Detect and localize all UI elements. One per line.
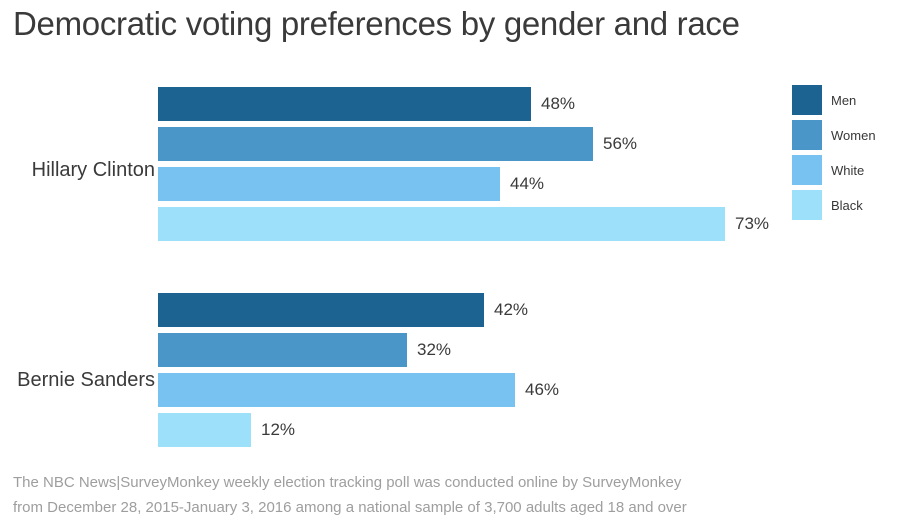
bar-row-bernie-sanders-black: 12% bbox=[158, 413, 769, 447]
bar-hillary-clinton-men bbox=[158, 87, 531, 121]
bar-row-hillary-clinton-black: 73% bbox=[158, 207, 769, 241]
chart-title: Democratic voting preferences by gender … bbox=[13, 5, 740, 42]
legend-swatch-black bbox=[792, 190, 822, 220]
bar-bernie-sanders-men bbox=[158, 293, 484, 327]
bar-value-bernie-sanders-men: 42% bbox=[494, 300, 529, 319]
bar-value-hillary-clinton-black: 73% bbox=[735, 214, 770, 233]
legend-label-women: Women bbox=[831, 127, 876, 143]
bar-value-bernie-sanders-black: 12% bbox=[261, 420, 296, 439]
bar-hillary-clinton-women bbox=[158, 127, 593, 161]
bar-value-hillary-clinton-white: 44% bbox=[510, 174, 545, 193]
legend-label-black: Black bbox=[831, 197, 863, 213]
source-footnote-line-2: from December 28, 2015-January 3, 2016 a… bbox=[13, 499, 687, 516]
source-footnote-line-1: The NBC News|SurveyMonkey weekly electio… bbox=[13, 474, 682, 491]
legend-item-black: Black bbox=[792, 190, 876, 220]
bar-hillary-clinton-white bbox=[158, 167, 500, 201]
bar-row-hillary-clinton-white: 44% bbox=[158, 167, 769, 201]
legend-swatch-men bbox=[792, 85, 822, 115]
bar-bernie-sanders-women bbox=[158, 333, 407, 367]
bar-row-bernie-sanders-women: 32% bbox=[158, 333, 769, 367]
bar-group-bernie-sanders: 42% 32% 46% 12% bbox=[158, 293, 769, 447]
bar-value-bernie-sanders-women: 32% bbox=[417, 340, 452, 359]
legend-label-men: Men bbox=[831, 92, 857, 108]
source-footnote: The NBC News|SurveyMonkey weekly electio… bbox=[13, 470, 687, 520]
bar-group-hillary-clinton: 48% 56% 44% 73% bbox=[158, 87, 769, 241]
bar-row-hillary-clinton-women: 56% bbox=[158, 127, 769, 161]
legend-swatch-white bbox=[792, 155, 822, 185]
legend-swatch-women bbox=[792, 120, 822, 150]
category-label-hillary-clinton: Hillary Clinton bbox=[31, 159, 155, 181]
bar-value-bernie-sanders-white: 46% bbox=[525, 380, 560, 399]
bar-value-hillary-clinton-men: 48% bbox=[541, 94, 576, 113]
bar-row-bernie-sanders-white: 46% bbox=[158, 373, 769, 407]
bar-row-bernie-sanders-men: 42% bbox=[158, 293, 769, 327]
legend-item-women: Women bbox=[792, 120, 876, 150]
bar-bernie-sanders-black bbox=[158, 413, 251, 447]
bar-bernie-sanders-white bbox=[158, 373, 515, 407]
bar-hillary-clinton-black bbox=[158, 207, 725, 241]
legend-label-white: White bbox=[831, 162, 865, 178]
bar-value-hillary-clinton-women: 56% bbox=[603, 134, 638, 153]
chart-legend: Men Women White Black bbox=[792, 85, 876, 225]
bar-row-hillary-clinton-men: 48% bbox=[158, 87, 769, 121]
legend-item-men: Men bbox=[792, 85, 876, 115]
category-label-bernie-sanders: Bernie Sanders bbox=[17, 369, 155, 391]
bar-chart-area: 48% 56% 44% 73% 42% 32% 46% 12% bbox=[158, 87, 769, 499]
legend-item-white: White bbox=[792, 155, 876, 185]
